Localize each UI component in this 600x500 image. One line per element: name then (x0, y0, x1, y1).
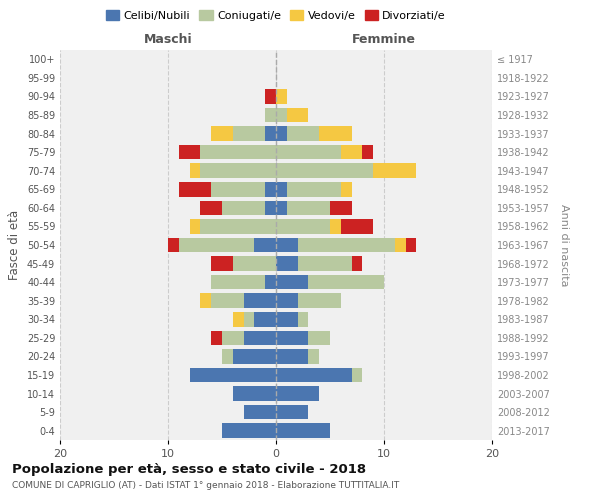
Bar (200, 219, 276, 234)
Bar (276, 405, 308, 419)
Bar (179, 238, 254, 252)
Bar (200, 164, 276, 178)
Bar (233, 256, 276, 271)
Bar (308, 330, 330, 345)
Bar (287, 200, 330, 215)
Bar (276, 89, 287, 104)
Bar (341, 219, 373, 234)
Bar (244, 312, 254, 326)
Bar (265, 126, 276, 141)
Bar (179, 182, 211, 196)
Bar (276, 275, 308, 289)
Bar (222, 330, 244, 345)
Y-axis label: Fasce di età: Fasce di età (8, 210, 21, 280)
Bar (276, 330, 308, 345)
Bar (265, 108, 276, 122)
Bar (190, 368, 276, 382)
Bar (276, 386, 319, 401)
Text: COMUNE DI CAPRIGLIO (AT) - Dati ISTAT 1° gennaio 2018 - Elaborazione TUTTITALIA.: COMUNE DI CAPRIGLIO (AT) - Dati ISTAT 1°… (12, 481, 399, 490)
Bar (319, 126, 352, 141)
Bar (308, 275, 384, 289)
Bar (211, 182, 265, 196)
Bar (233, 349, 276, 364)
Bar (254, 238, 276, 252)
Bar (200, 294, 211, 308)
Bar (190, 219, 200, 234)
Bar (298, 294, 341, 308)
Bar (352, 368, 362, 382)
Bar (276, 219, 330, 234)
Bar (330, 200, 352, 215)
Bar (222, 424, 276, 438)
Bar (265, 89, 276, 104)
Bar (211, 294, 244, 308)
Bar (287, 108, 308, 122)
Text: Maschi: Maschi (143, 34, 193, 46)
Legend: Celibi/Nubili, Coniugati/e, Vedovi/e, Divorziati/e: Celibi/Nubili, Coniugati/e, Vedovi/e, Di… (104, 8, 448, 24)
Bar (330, 219, 341, 234)
Bar (254, 312, 276, 326)
Y-axis label: Anni di nascita: Anni di nascita (559, 204, 569, 286)
Bar (244, 330, 276, 345)
Bar (211, 126, 233, 141)
Bar (233, 126, 265, 141)
Bar (276, 145, 341, 160)
Bar (265, 275, 276, 289)
Bar (276, 126, 287, 141)
Bar (276, 368, 352, 382)
Bar (276, 238, 298, 252)
Bar (276, 164, 373, 178)
Text: Popolazione per età, sesso e stato civile - 2018: Popolazione per età, sesso e stato civil… (12, 462, 366, 475)
Bar (352, 256, 362, 271)
Bar (168, 238, 179, 252)
Bar (211, 330, 222, 345)
Bar (276, 312, 298, 326)
Bar (222, 349, 233, 364)
Bar (287, 182, 341, 196)
Bar (200, 200, 222, 215)
Bar (341, 145, 362, 160)
Bar (276, 349, 308, 364)
Bar (362, 145, 373, 160)
Bar (341, 182, 352, 196)
Bar (298, 256, 352, 271)
Bar (233, 386, 276, 401)
Bar (276, 108, 287, 122)
Bar (233, 312, 244, 326)
Bar (276, 182, 287, 196)
Bar (276, 256, 298, 271)
Bar (276, 424, 330, 438)
Bar (373, 164, 416, 178)
Bar (244, 405, 276, 419)
Bar (179, 145, 200, 160)
Bar (298, 238, 395, 252)
Text: Femmine: Femmine (352, 34, 416, 46)
Bar (287, 126, 319, 141)
Bar (200, 145, 276, 160)
Bar (298, 312, 308, 326)
Bar (265, 200, 276, 215)
Bar (211, 256, 233, 271)
Bar (244, 294, 276, 308)
Bar (276, 200, 287, 215)
Bar (265, 182, 276, 196)
Bar (276, 294, 298, 308)
Bar (222, 200, 265, 215)
Bar (395, 238, 406, 252)
Bar (211, 275, 265, 289)
Bar (190, 164, 200, 178)
Bar (406, 238, 416, 252)
Bar (308, 349, 319, 364)
